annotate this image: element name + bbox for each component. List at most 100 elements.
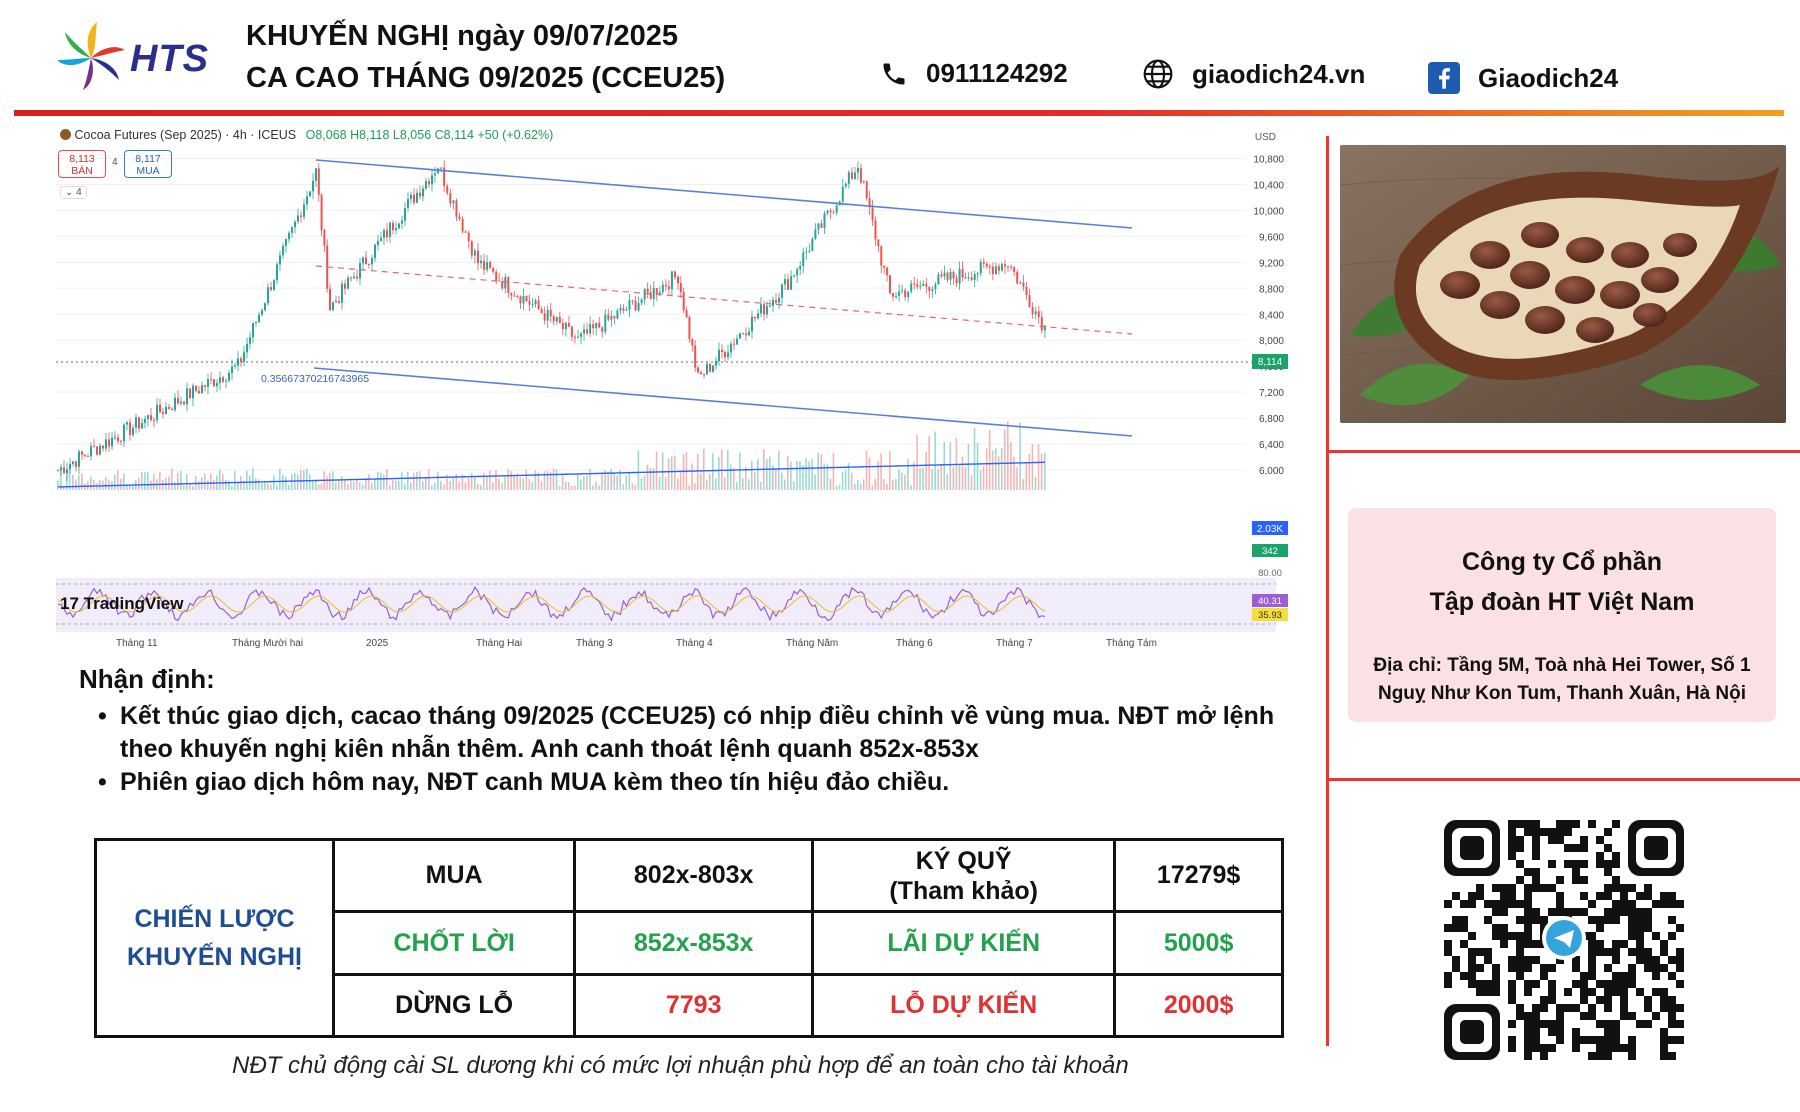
candle-body [820, 223, 823, 228]
qr-module [1580, 844, 1588, 852]
volume-bar [114, 474, 116, 490]
volume-bar [573, 485, 576, 490]
qr-module [1508, 996, 1516, 1004]
candle-body [760, 304, 762, 314]
volume-bar [243, 480, 245, 490]
qr-module [1532, 820, 1540, 828]
qr-module [1612, 916, 1620, 924]
candle-body [997, 266, 1000, 271]
volume-bar [380, 472, 382, 490]
volume-bar [775, 468, 777, 490]
volume-bar [805, 458, 807, 490]
price-chart[interactable]: 0.35667370216743965 10,800 10,400 10,000 9,… [56, 124, 1312, 652]
qr-module [1508, 892, 1516, 900]
candle-body [473, 250, 476, 256]
candle-body [898, 291, 901, 296]
candle-body [540, 309, 543, 314]
chart-canvas[interactable]: 0.35667370216743965 10,800 10,400 10,000 9,… [56, 124, 1312, 652]
qr-module [1604, 1052, 1612, 1060]
candle-body [564, 322, 567, 330]
qr-module [1644, 996, 1652, 1004]
qr-module [1676, 1004, 1684, 1012]
volume-bar [748, 479, 750, 490]
qr-module [1572, 1044, 1580, 1052]
volume-bar [464, 482, 467, 490]
website-text: giaodich24.vn [1192, 58, 1366, 89]
candle-body [946, 272, 949, 280]
volume-bar [519, 477, 522, 490]
volume-bar [356, 478, 358, 490]
qr-module [1500, 924, 1508, 932]
candle-body [796, 269, 799, 276]
candle-body [522, 296, 525, 304]
lower-channel-line [313, 367, 1133, 437]
qr-module [1604, 908, 1612, 916]
candle-body [1016, 272, 1019, 284]
facebook-link[interactable]: Giaodich24 [1428, 62, 1618, 94]
y-tick-label: 6,400 [1259, 440, 1284, 451]
x-axis: Tháng 11 Tháng Mười hai 2025 Tháng Hai Tháng… [116, 638, 1157, 649]
volume-bar [428, 469, 430, 490]
volume-bar [422, 481, 424, 490]
volume-bar [543, 471, 546, 490]
candle-body [589, 324, 592, 334]
qr-module [1548, 828, 1556, 836]
candle-body [108, 439, 110, 447]
candle-body [126, 422, 128, 425]
candle-body [189, 388, 191, 399]
candle-body [198, 390, 200, 394]
volume-bar [237, 482, 239, 490]
candle-body [814, 229, 817, 240]
qr-module [1652, 964, 1660, 972]
volume-bar [410, 482, 412, 490]
qr-module [1636, 932, 1644, 940]
candle-body [210, 379, 212, 381]
volume-bar [850, 472, 853, 490]
candle-body [510, 292, 513, 296]
qr-module [1532, 836, 1540, 844]
qr-module [1676, 1036, 1684, 1044]
candle-body [670, 271, 673, 290]
analysis-title: Nhận định: [79, 664, 215, 694]
qr-module [1580, 836, 1588, 844]
candle-body [829, 210, 832, 213]
y-tick-label: 10,000 [1253, 206, 1284, 217]
currency-label: USD [1255, 132, 1276, 143]
volume-bar [880, 453, 882, 490]
qr-module [1508, 964, 1516, 972]
volume-bar [392, 479, 394, 490]
volume-bar [90, 476, 92, 490]
candle-body [622, 307, 625, 311]
candle-body [546, 309, 549, 321]
qr-module [1580, 972, 1588, 980]
volume-bar [832, 453, 835, 490]
candle-body [492, 268, 495, 272]
candle-body [392, 222, 394, 231]
qr-module [1452, 956, 1460, 964]
website-link[interactable]: giaodich24.vn [1142, 58, 1365, 90]
x-tick-label: Tháng 11 [116, 638, 158, 649]
sell-button[interactable]: 8,113 BÁN [58, 150, 106, 178]
candle-body [201, 385, 203, 394]
company-name-line1: Công ty Cổ phần [1462, 548, 1662, 576]
volume-bar [610, 468, 612, 490]
volume-bar [338, 480, 340, 490]
candle-body [688, 317, 691, 340]
volume-bar [742, 478, 744, 490]
indicator-toggle[interactable]: ⌄ 4 [60, 186, 87, 199]
telegram-qr-code[interactable] [1444, 820, 1684, 1060]
volume-bar [922, 467, 924, 490]
qr-module [1620, 988, 1628, 996]
volume-bar [745, 467, 747, 490]
qr-module [1540, 924, 1548, 932]
phone-contact[interactable]: 0911124292 [880, 58, 1068, 89]
volume-bar [383, 474, 385, 490]
qr-module [1588, 988, 1596, 996]
buy-button[interactable]: 8,117 MUA [124, 150, 172, 178]
qr-module [1572, 876, 1580, 884]
qr-module [1500, 932, 1508, 940]
volume-bar [595, 481, 597, 490]
qr-module [1604, 996, 1612, 1004]
candle-body [231, 366, 233, 373]
qr-module [1460, 900, 1468, 908]
